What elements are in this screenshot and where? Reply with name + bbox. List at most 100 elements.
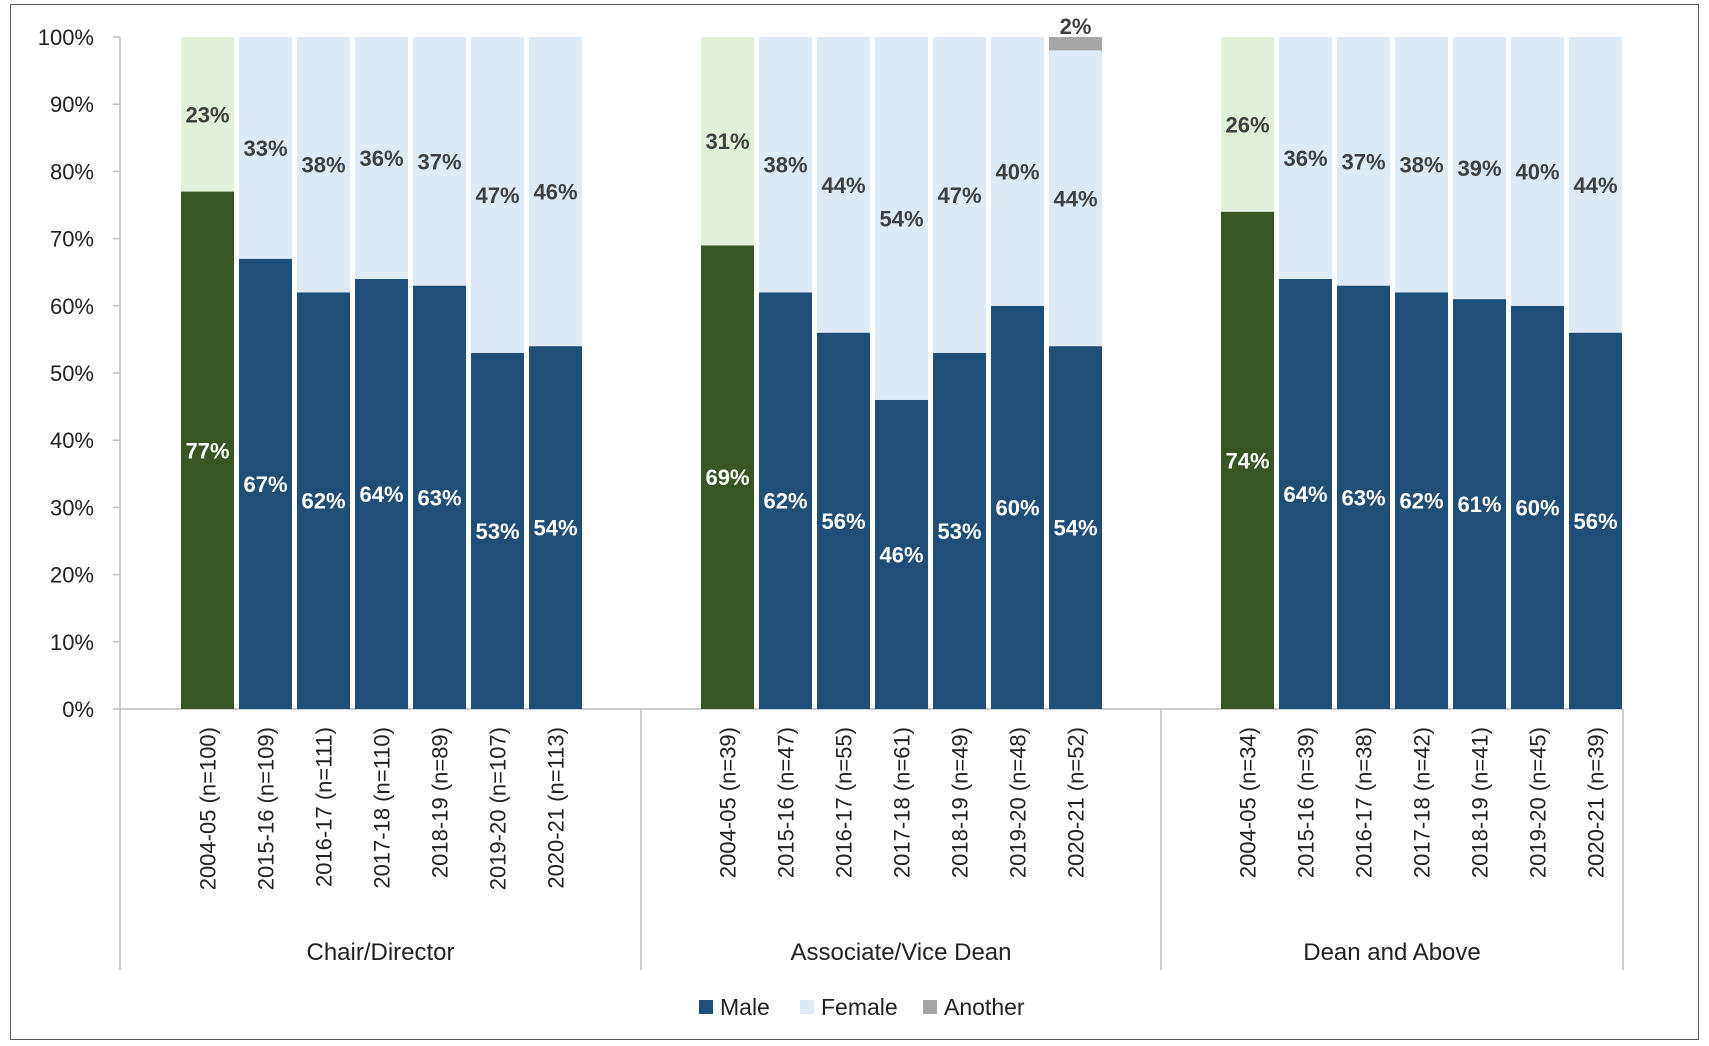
data-label-male: 53% xyxy=(475,519,519,544)
legend-swatch-male xyxy=(699,1000,713,1014)
data-label-male: 62% xyxy=(763,489,807,514)
x-category-label: 2020-21 (n=39) xyxy=(1584,727,1609,878)
x-category-label: 2018-19 (n=41) xyxy=(1468,727,1493,878)
bar-female xyxy=(1569,37,1622,333)
data-label-male: 63% xyxy=(417,485,461,510)
data-label-male: 54% xyxy=(1053,516,1097,541)
bar-female xyxy=(1337,37,1390,286)
data-label-male: 69% xyxy=(705,465,749,490)
data-label-female: 47% xyxy=(937,183,981,208)
bar-male xyxy=(817,332,870,709)
data-label-male: 64% xyxy=(1283,482,1327,507)
x-category-label: 2016-17 (n=38) xyxy=(1352,727,1377,878)
bar-female xyxy=(1395,37,1448,293)
bar-female xyxy=(1279,37,1332,279)
legend-label-male: Male xyxy=(720,994,770,1020)
bar-female xyxy=(991,37,1044,306)
data-label-male: 54% xyxy=(533,516,577,541)
data-label-female: 23% xyxy=(185,102,229,127)
bar-male xyxy=(181,191,234,709)
x-category-label: 2018-19 (n=49) xyxy=(948,727,973,878)
y-tick-label: 10% xyxy=(50,630,94,655)
y-tick-label: 50% xyxy=(50,361,94,386)
data-label-female: 36% xyxy=(1283,146,1327,171)
data-label-female: 40% xyxy=(995,159,1039,184)
group-label: Dean and Above xyxy=(1303,939,1480,966)
bar-female xyxy=(759,37,812,293)
bar-female xyxy=(239,37,292,259)
data-label-female: 46% xyxy=(533,180,577,205)
bar-male xyxy=(933,352,986,709)
data-label-male: 61% xyxy=(1457,492,1501,517)
bar-another xyxy=(1049,37,1102,51)
data-label-female: 44% xyxy=(821,173,865,198)
x-category-label: 2004-05 (n=100) xyxy=(196,727,221,890)
x-category-label: 2015-16 (n=109) xyxy=(254,727,279,890)
bar-male xyxy=(297,292,350,709)
bar-female xyxy=(701,37,754,246)
y-tick-label: 70% xyxy=(50,227,94,252)
data-label-male: 60% xyxy=(1515,495,1559,520)
bar-female xyxy=(817,37,870,333)
legend-label-another: Another xyxy=(944,994,1025,1020)
data-label-female: 54% xyxy=(879,206,923,231)
bar-male xyxy=(355,278,408,709)
bar-male xyxy=(413,285,466,709)
x-category-label: 2016-17 (n=111) xyxy=(312,727,337,887)
x-category-label: 2018-19 (n=89) xyxy=(428,727,453,878)
data-label-female: 39% xyxy=(1457,156,1501,181)
legend-swatch-female xyxy=(800,1000,814,1014)
bar-female xyxy=(1453,37,1506,300)
bar-male xyxy=(875,399,928,709)
bar-female xyxy=(413,37,466,286)
data-label-male: 67% xyxy=(243,472,287,497)
x-category-label: 2020-21 (n=113) xyxy=(544,727,569,889)
bar-male xyxy=(1049,346,1102,709)
data-label-male: 63% xyxy=(1341,485,1385,510)
x-category-label: 2019-20 (n=48) xyxy=(1006,727,1031,878)
bar-male xyxy=(1569,332,1622,709)
y-tick-label: 40% xyxy=(50,428,94,453)
data-label-female: 44% xyxy=(1573,173,1617,198)
data-label-female: 31% xyxy=(705,129,749,154)
y-tick-label: 90% xyxy=(50,92,94,117)
y-tick-label: 80% xyxy=(50,159,94,184)
group-label: Associate/Vice Dean xyxy=(790,939,1011,966)
bar-male xyxy=(1337,285,1390,709)
data-label-female: 26% xyxy=(1225,112,1269,137)
data-label-female: 33% xyxy=(243,136,287,161)
bar-male xyxy=(701,245,754,709)
bar-female xyxy=(1221,37,1274,212)
bar-male xyxy=(1511,305,1564,709)
bar-female xyxy=(355,37,408,279)
bar-female xyxy=(471,37,524,353)
data-label-male: 77% xyxy=(185,438,229,463)
y-tick-label: 100% xyxy=(38,25,94,50)
x-category-label: 2020-21 (n=52) xyxy=(1064,727,1089,878)
x-category-label: 2016-17 (n=55) xyxy=(832,727,857,878)
data-label-male: 64% xyxy=(359,482,403,507)
x-category-label: 2015-16 (n=47) xyxy=(774,727,799,878)
data-label-female: 44% xyxy=(1053,186,1097,211)
bar-female xyxy=(297,37,350,293)
bar-female xyxy=(1049,50,1102,347)
x-category-label: 2019-20 (n=45) xyxy=(1526,727,1551,878)
x-category-label: 2015-16 (n=39) xyxy=(1294,727,1319,878)
data-label-male: 62% xyxy=(301,489,345,514)
data-label-male: 60% xyxy=(995,495,1039,520)
x-category-label: 2004-05 (n=34) xyxy=(1236,727,1261,878)
bar-female xyxy=(529,37,582,347)
bar-female xyxy=(933,37,986,353)
bar-male xyxy=(1395,292,1448,709)
legend-swatch-another xyxy=(923,1000,937,1014)
bar-male xyxy=(239,258,292,709)
bar-male xyxy=(1279,278,1332,709)
x-category-label: 2019-20 (n=107) xyxy=(486,727,511,890)
bar-male xyxy=(991,305,1044,709)
bar-male xyxy=(759,292,812,709)
legend-label-female: Female xyxy=(821,994,898,1020)
data-label-male: 56% xyxy=(821,509,865,534)
x-category-label: 2017-18 (n=61) xyxy=(890,727,915,878)
x-category-label: 2017-18 (n=110) xyxy=(370,727,395,889)
